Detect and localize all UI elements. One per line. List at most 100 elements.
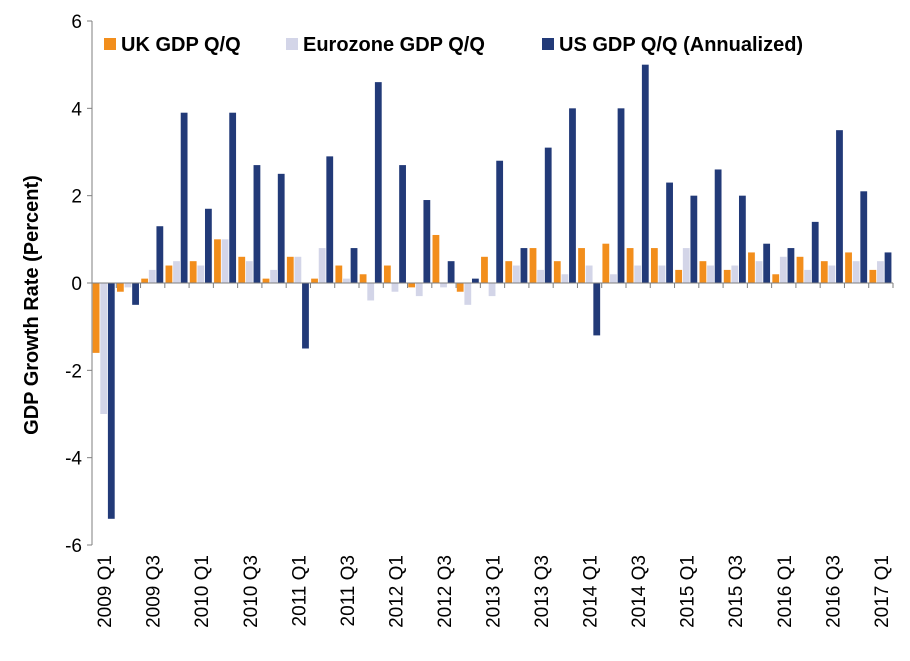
- bar-uk: [214, 239, 221, 283]
- bar-uk: [578, 248, 585, 283]
- legend: UK GDP Q/Q Eurozone GDP Q/Q US GDP Q/Q (An…: [104, 34, 803, 56]
- bar-uk: [116, 283, 124, 292]
- bar-eurozone: [828, 265, 836, 283]
- x-tick-label: 2016 Q3: [823, 555, 844, 628]
- bar-eurozone: [245, 261, 253, 283]
- bar-eurozone: [804, 269, 812, 283]
- bar-eurozone: [148, 269, 156, 283]
- bar-us: [447, 261, 455, 283]
- x-tick-label: 2012 Q1: [386, 555, 407, 628]
- bar-uk: [383, 265, 391, 283]
- bar-us: [302, 283, 309, 349]
- x-tick-label: 2010 Q3: [241, 555, 262, 628]
- bar-uk: [772, 274, 780, 283]
- bar-eurozone: [100, 283, 108, 414]
- bar-us: [326, 156, 334, 283]
- bar-us: [544, 147, 552, 283]
- bars-layer: [92, 64, 892, 519]
- bar-uk: [845, 252, 852, 283]
- bar-eurozone: [367, 283, 375, 301]
- bar-uk: [553, 261, 561, 283]
- bar-uk: [262, 278, 270, 283]
- bar-eurozone: [658, 265, 666, 283]
- bar-us: [520, 248, 528, 283]
- bar-eurozone: [755, 261, 763, 283]
- y-tick-label: 0: [71, 274, 82, 295]
- bar-us: [132, 283, 139, 305]
- x-tick-label: 2014 Q1: [581, 555, 602, 628]
- bar-uk: [505, 261, 513, 283]
- bar-us: [107, 283, 115, 519]
- legend-label: US GDP Q/Q (Annualized): [559, 34, 803, 56]
- bar-uk: [869, 269, 877, 283]
- x-tick-label: 2014 Q3: [629, 555, 650, 628]
- y-tick-label: 4: [71, 99, 82, 120]
- y-tick-label: 2: [71, 187, 82, 208]
- bar-eurozone: [682, 248, 690, 283]
- bar-us: [714, 169, 722, 283]
- bar-us: [884, 252, 892, 283]
- x-tick-label: 2012 Q3: [435, 555, 456, 628]
- bar-uk: [675, 269, 683, 283]
- bar-eurozone: [610, 274, 617, 283]
- bar-us: [399, 165, 406, 283]
- bar-eurozone: [877, 261, 884, 283]
- bar-eurozone: [343, 278, 350, 283]
- bar-eurozone: [173, 261, 180, 283]
- bar-us: [593, 283, 601, 336]
- bar-uk: [335, 265, 343, 283]
- bar-uk: [481, 256, 488, 283]
- y-tick-label: -6: [65, 536, 82, 557]
- bar-us: [569, 108, 576, 283]
- bar-uk: [189, 261, 197, 283]
- x-tick-label: 2010 Q1: [192, 555, 213, 628]
- bar-us: [641, 64, 649, 283]
- bar-uk: [699, 261, 707, 283]
- bar-us: [471, 278, 479, 283]
- y-tick-label: 6: [71, 12, 82, 33]
- bar-eurozone: [270, 269, 278, 283]
- bar-eurozone: [512, 265, 520, 283]
- x-tick-label: 2017 Q1: [872, 555, 893, 628]
- legend-swatch: [286, 38, 298, 50]
- bar-us: [253, 165, 261, 283]
- bar-us: [787, 248, 795, 283]
- bar-uk: [432, 234, 440, 283]
- y-tick-label: -2: [65, 361, 82, 382]
- bar-eurozone: [221, 239, 229, 283]
- bar-uk: [311, 278, 318, 283]
- bar-uk: [723, 269, 731, 283]
- bar-us: [277, 173, 285, 283]
- legend-swatch: [104, 38, 116, 50]
- bar-eurozone: [731, 265, 739, 283]
- bar-eurozone: [464, 283, 472, 305]
- bar-uk: [456, 283, 464, 292]
- x-tick-label: 2015 Q1: [678, 555, 699, 628]
- bar-uk: [626, 248, 634, 283]
- x-ticks-layer: 2009 Q1 2009 Q3 2010 Q1 2010 Q3 2011 Q1 2011 …: [91, 283, 894, 628]
- bar-us: [204, 208, 212, 283]
- legend-label: Eurozone GDP Q/Q: [303, 34, 485, 56]
- bar-uk: [286, 256, 294, 283]
- bar-uk: [820, 261, 828, 283]
- bar-uk: [165, 265, 173, 283]
- bar-eurozone: [634, 265, 642, 283]
- bar-us: [836, 130, 843, 283]
- bar-us: [860, 191, 868, 283]
- y-axis-title: GDP Growth Rate (Percent): [21, 175, 43, 435]
- bar-uk: [529, 248, 537, 283]
- bar-uk: [408, 283, 416, 288]
- bar-us: [374, 82, 382, 283]
- bar-eurozone: [440, 283, 447, 288]
- bar-us: [811, 221, 819, 283]
- bar-eurozone: [197, 265, 205, 283]
- bar-eurozone: [124, 283, 132, 288]
- bar-uk: [238, 256, 246, 283]
- bar-eurozone: [318, 248, 326, 283]
- bar-us: [156, 226, 164, 283]
- bar-eurozone: [707, 265, 714, 283]
- bar-us: [738, 195, 746, 283]
- legend-label: UK GDP Q/Q: [121, 34, 241, 56]
